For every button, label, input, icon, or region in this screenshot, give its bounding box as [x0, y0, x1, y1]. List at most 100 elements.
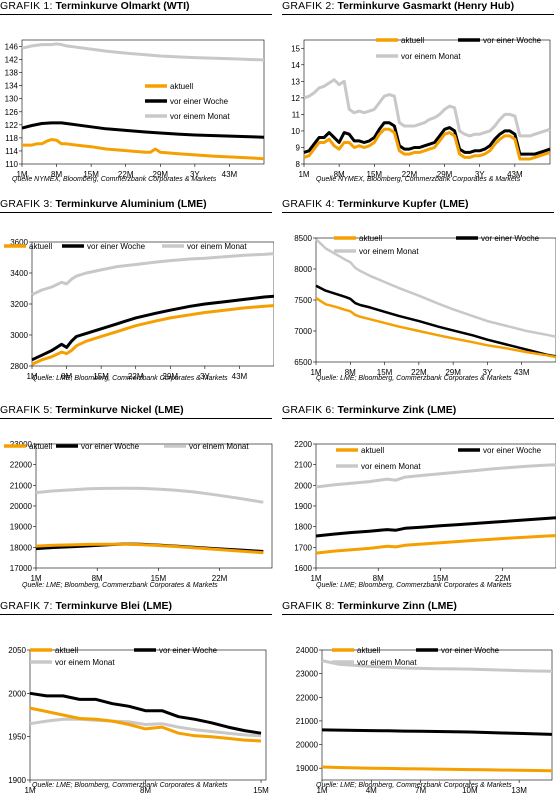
- y-tick-label: 11: [292, 110, 301, 119]
- x-tick-label: 22M: [495, 574, 511, 583]
- x-tick-label: 22M: [118, 170, 134, 179]
- chart-source: Quelle NYMEX, Bloomberg, Commerzbank Cor…: [316, 176, 521, 183]
- x-tick-label: 8M: [345, 368, 356, 377]
- y-tick-label: 13: [291, 77, 300, 86]
- chart-title: GRAFIK 2: Terminkurve Gasmarkt (Henry Hu…: [282, 0, 554, 15]
- x-tick-label: 43M: [232, 372, 248, 381]
- chart-title-text: Terminkurve Gasmarkt (Henry Hub): [337, 0, 515, 12]
- legend-label: aktuell: [357, 646, 380, 655]
- legend-label: vor einer Woche: [170, 97, 229, 106]
- x-tick-label: 1M: [24, 786, 35, 793]
- chart-prefix: GRAFIK 7:: [0, 600, 53, 612]
- legend-entry: vor einer Woche: [62, 242, 146, 251]
- y-tick-label: 3400: [10, 269, 28, 278]
- legend-entry: aktuell: [4, 242, 52, 251]
- legend-entry: vor einer Woche: [145, 97, 229, 106]
- y-tick-label: 21000: [10, 481, 33, 490]
- legend-entry: vor einem Monat: [332, 658, 417, 667]
- x-tick-label: 15M: [377, 368, 393, 377]
- x-tick-label: 8M: [334, 170, 345, 179]
- chart-canvas: 110 114 118 122 126 130 134 138 142 146 1M 8M 15M 22M…: [5, 39, 265, 179]
- y-tick-label: 15: [291, 44, 300, 53]
- chart-source: Quelle: LME; Bloomberg, Commerzbank Corp…: [316, 782, 512, 789]
- x-tick-label: 8M: [92, 574, 103, 583]
- chart-prefix: GRAFIK 4:: [282, 198, 335, 210]
- x-tick-label: 15M: [151, 574, 167, 583]
- series-line-monat: [29, 717, 262, 738]
- y-tick-label: 23000: [296, 670, 319, 679]
- y-tick-label: 19000: [10, 523, 33, 532]
- legend-entry: vor einer Woche: [458, 446, 542, 455]
- legend-label: aktuell: [170, 82, 193, 91]
- y-tick-label: 1900: [294, 502, 312, 511]
- y-tick-label: 3600: [10, 238, 28, 247]
- x-tick-label: 15M: [83, 170, 99, 179]
- y-tick-label: 18000: [10, 543, 33, 552]
- legend-entry: aktuell: [30, 646, 78, 655]
- y-tick-label: 130: [5, 95, 19, 104]
- y-tick-label: 142: [5, 56, 19, 65]
- x-tick-label: 3Y: [475, 170, 485, 179]
- x-tick-label: 4M: [366, 786, 377, 793]
- legend-label: aktuell: [401, 36, 424, 45]
- y-tick-label: 114: [5, 147, 18, 156]
- legend-entry: aktuell: [145, 82, 193, 91]
- legend-label: vor einem Monat: [357, 658, 417, 667]
- legend-label: aktuell: [29, 242, 52, 251]
- y-tick-label: 22000: [10, 461, 33, 470]
- chart-prefix: GRAFIK 6:: [282, 404, 335, 416]
- chart-title: GRAFIK 1: Terminkurve Olmarkt (WTI): [0, 0, 272, 15]
- chart-panel-1: GRAFIK 1: Terminkurve Olmarkt (WTI) Quel…: [0, 0, 274, 190]
- x-tick-label: 43M: [514, 368, 530, 377]
- x-tick-label: 1M: [30, 574, 41, 583]
- chart-title-text: Terminkurve Nickel (LME): [55, 404, 184, 416]
- legend-label: vor einer Woche: [87, 242, 146, 251]
- chart-source: Quelle: LME; Bloomberg, Commerzbank Corp…: [22, 582, 218, 589]
- series-line-aktuell: [315, 534, 556, 555]
- y-tick-label: 9: [296, 143, 301, 152]
- y-tick-label: 1900: [8, 776, 26, 785]
- chart-source: Quelle: LME; Bloomberg, Commerzbank Corp…: [316, 582, 512, 589]
- series-line-monat: [303, 78, 551, 138]
- x-tick-label: 43M: [507, 170, 523, 179]
- legend-label: vor einem Monat: [359, 247, 419, 256]
- series-line-aktuell: [31, 304, 274, 366]
- series-line-aktuell: [303, 127, 551, 161]
- y-tick-label: 2000: [8, 689, 26, 698]
- series-line-woche: [29, 691, 262, 735]
- x-tick-label: 29M: [445, 368, 461, 377]
- x-tick-label: 1M: [298, 170, 309, 179]
- legend-label: vor einem Monat: [187, 242, 247, 251]
- legend-entry: aktuell: [336, 446, 384, 455]
- x-tick-label: 1M: [316, 786, 327, 793]
- chart-title: GRAFIK 6: Terminkurve Zink (LME): [282, 404, 554, 419]
- y-tick-label: 20000: [296, 741, 319, 750]
- legend-entry: vor einem Monat: [376, 52, 461, 61]
- y-tick-label: 1600: [294, 564, 312, 573]
- legend-entry: vor einem Monat: [30, 658, 115, 667]
- legend-entry: aktuell: [376, 36, 424, 45]
- chart-prefix: GRAFIK 2:: [282, 0, 335, 12]
- x-tick-label: 15M: [367, 170, 383, 179]
- chart-prefix: GRAFIK 1:: [0, 0, 53, 12]
- series-line-monat: [315, 463, 556, 489]
- legend-entry: vor einem Monat: [145, 112, 230, 121]
- chart-panel-8: GRAFIK 8: Terminkurve Zinn (LME) Quelle:…: [282, 600, 556, 793]
- x-tick-label: 22M: [212, 574, 228, 583]
- series-line-aktuell: [29, 706, 262, 743]
- x-tick-label: 8M: [373, 574, 384, 583]
- y-tick-label: 19000: [296, 764, 319, 773]
- chart-panel-7: GRAFIK 7: Terminkurve Blei (LME) Quelle:…: [0, 600, 274, 793]
- legend-label: vor einer Woche: [481, 234, 540, 243]
- y-tick-label: 3200: [10, 300, 28, 309]
- chart-title-text: Terminkurve Blei (LME): [55, 600, 172, 612]
- chart-panel-3: GRAFIK 3: Terminkurve Aluminium (LME) Qu…: [0, 198, 274, 388]
- series-line-woche: [21, 121, 265, 139]
- x-tick-label: 13M: [511, 786, 527, 793]
- y-tick-label: 12: [291, 94, 300, 103]
- chart-canvas: 1900 1950 2000 2050 1M 8M 15M aktuell vor einer …: [8, 646, 269, 793]
- y-tick-label: 3000: [10, 331, 28, 340]
- series-line-woche: [31, 294, 274, 362]
- series-line-monat: [315, 238, 556, 338]
- series-line-woche: [321, 728, 553, 736]
